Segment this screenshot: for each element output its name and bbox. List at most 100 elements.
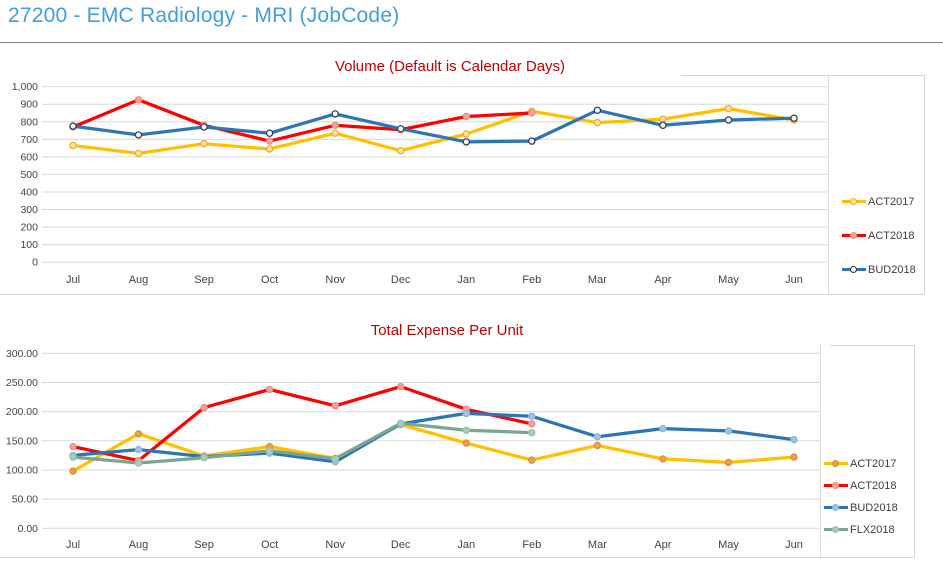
expense-chart-border-right (914, 345, 915, 558)
legend-label: ACT2017 (868, 195, 915, 208)
x-tick-label: Jul (66, 539, 80, 551)
y-tick-label: 300.00 (6, 348, 38, 360)
y-tick-label: 200.00 (6, 406, 38, 418)
y-tick-label: 400 (20, 187, 38, 199)
legend-line-icon (824, 460, 848, 467)
legend-dot-icon (850, 266, 857, 273)
data-point-bud2018 (790, 114, 798, 122)
y-tick-label: 100 (20, 239, 38, 251)
legend-item-act2018[interactable]: ACT2018 (842, 229, 916, 242)
volume-chart-plot: 1,000 900 800 700 600 500 400 300 200 100 0 Jul Aug S… (12, 81, 827, 286)
data-point-bud2018 (462, 409, 470, 418)
x-tick-label: Nov (325, 539, 345, 551)
legend-label: BUD2018 (850, 501, 898, 514)
y-tick-label: 800 (20, 116, 38, 128)
data-point-act2017 (528, 456, 536, 464)
legend-line-icon (824, 482, 848, 489)
data-point-act2017 (593, 118, 602, 127)
data-point-act2017 (462, 439, 470, 447)
legend-item-act2018[interactable]: ACT2018 (824, 479, 898, 492)
data-point-bud2018 (462, 138, 470, 146)
legend-line-icon (824, 526, 848, 533)
expense-chart-title: Total Expense Per Unit (370, 322, 524, 339)
x-tick-label: Apr (654, 539, 671, 551)
x-tick-label: Sep (194, 539, 214, 551)
data-point-flx2018 (397, 419, 405, 427)
data-point-act2017 (134, 149, 143, 158)
x-tick-label: Dec (391, 539, 411, 551)
data-point-act2018 (528, 109, 536, 117)
data-point-act2017 (462, 130, 470, 138)
volume-plot-divider (828, 75, 829, 294)
y-tick-label: 900 (20, 99, 38, 111)
data-point-bud2018 (593, 106, 602, 115)
legend-item-flx2018[interactable]: FLX2018 (824, 523, 898, 536)
volume-chart-border-top (681, 75, 925, 76)
expense-chart-plot: 300.00 250.00 200.00 150.00 100.00 50.00 0.00 J… (6, 348, 820, 551)
y-tick-label: 500 (20, 169, 38, 181)
legend-dot-icon (832, 460, 839, 467)
data-point-act2017 (200, 139, 208, 148)
legend-item-bud2018[interactable]: BUD2018 (842, 263, 916, 276)
legend-dot-icon (850, 232, 857, 239)
legend-line-icon (824, 504, 848, 511)
volume-chart-border-right (924, 75, 925, 295)
x-tick-label: Apr (654, 274, 671, 286)
data-point-flx2018 (528, 428, 536, 437)
data-point-act2017 (790, 453, 798, 461)
data-point-flx2018 (69, 453, 77, 461)
data-point-act2018 (134, 96, 143, 104)
data-point-act2017 (265, 145, 274, 153)
data-point-bud2018 (659, 424, 667, 433)
y-tick-label: 0.00 (18, 523, 39, 535)
data-point-act2017 (134, 430, 143, 438)
data-point-bud2018 (265, 129, 274, 137)
legend-item-act2017[interactable]: ACT2017 (824, 457, 898, 470)
legend-label: FLX2018 (850, 523, 895, 536)
x-tick-label: Aug (129, 274, 149, 286)
data-point-bud2018 (134, 445, 143, 454)
volume-chart-legend: ACT2017 ACT2018 BUD2018 (842, 195, 916, 297)
expense-chart-border-top (830, 345, 915, 346)
data-point-flx2018 (265, 447, 274, 455)
legend-line-icon (842, 198, 866, 205)
legend-item-act2017[interactable]: ACT2017 (842, 195, 916, 208)
data-point-act2018 (397, 382, 405, 391)
data-point-act2017 (724, 458, 733, 467)
y-tick-label: 600 (20, 151, 38, 163)
data-point-act2018 (265, 385, 274, 394)
data-point-bud2018 (593, 433, 602, 441)
data-point-bud2018 (134, 131, 143, 139)
y-tick-label: 150.00 (6, 435, 38, 447)
data-point-act2017 (659, 115, 667, 123)
data-point-act2017 (724, 104, 733, 113)
data-point-flx2018 (200, 454, 208, 462)
x-tick-label: Oct (261, 274, 278, 286)
data-point-act2018 (200, 403, 208, 412)
data-point-act2017 (397, 146, 405, 155)
title-divider (0, 42, 943, 43)
series-line-act2017 (71, 422, 796, 473)
x-tick-label: Jul (66, 274, 80, 286)
data-point-act2018 (331, 402, 339, 410)
legend-item-bud2018[interactable]: BUD2018 (824, 501, 898, 514)
data-point-flx2018 (462, 426, 470, 434)
expense-plot-divider (820, 345, 821, 557)
legend-dot-icon (832, 482, 839, 489)
data-point-act2017 (593, 441, 602, 450)
y-tick-label: 700 (20, 134, 38, 146)
series-line-bud2018 (71, 108, 796, 144)
data-point-act2017 (659, 455, 667, 463)
data-point-bud2018 (331, 110, 339, 118)
data-point-bud2018 (69, 122, 77, 130)
x-tick-label: May (718, 539, 739, 551)
y-tick-label: 0 (32, 257, 38, 269)
series-line-flx2018 (71, 421, 534, 465)
x-tick-label: Mar (588, 274, 607, 286)
y-tick-label: 50.00 (12, 494, 38, 506)
series-line-bud2018 (71, 411, 796, 464)
x-tick-label: Sep (194, 274, 214, 286)
data-point-bud2018 (528, 412, 536, 420)
